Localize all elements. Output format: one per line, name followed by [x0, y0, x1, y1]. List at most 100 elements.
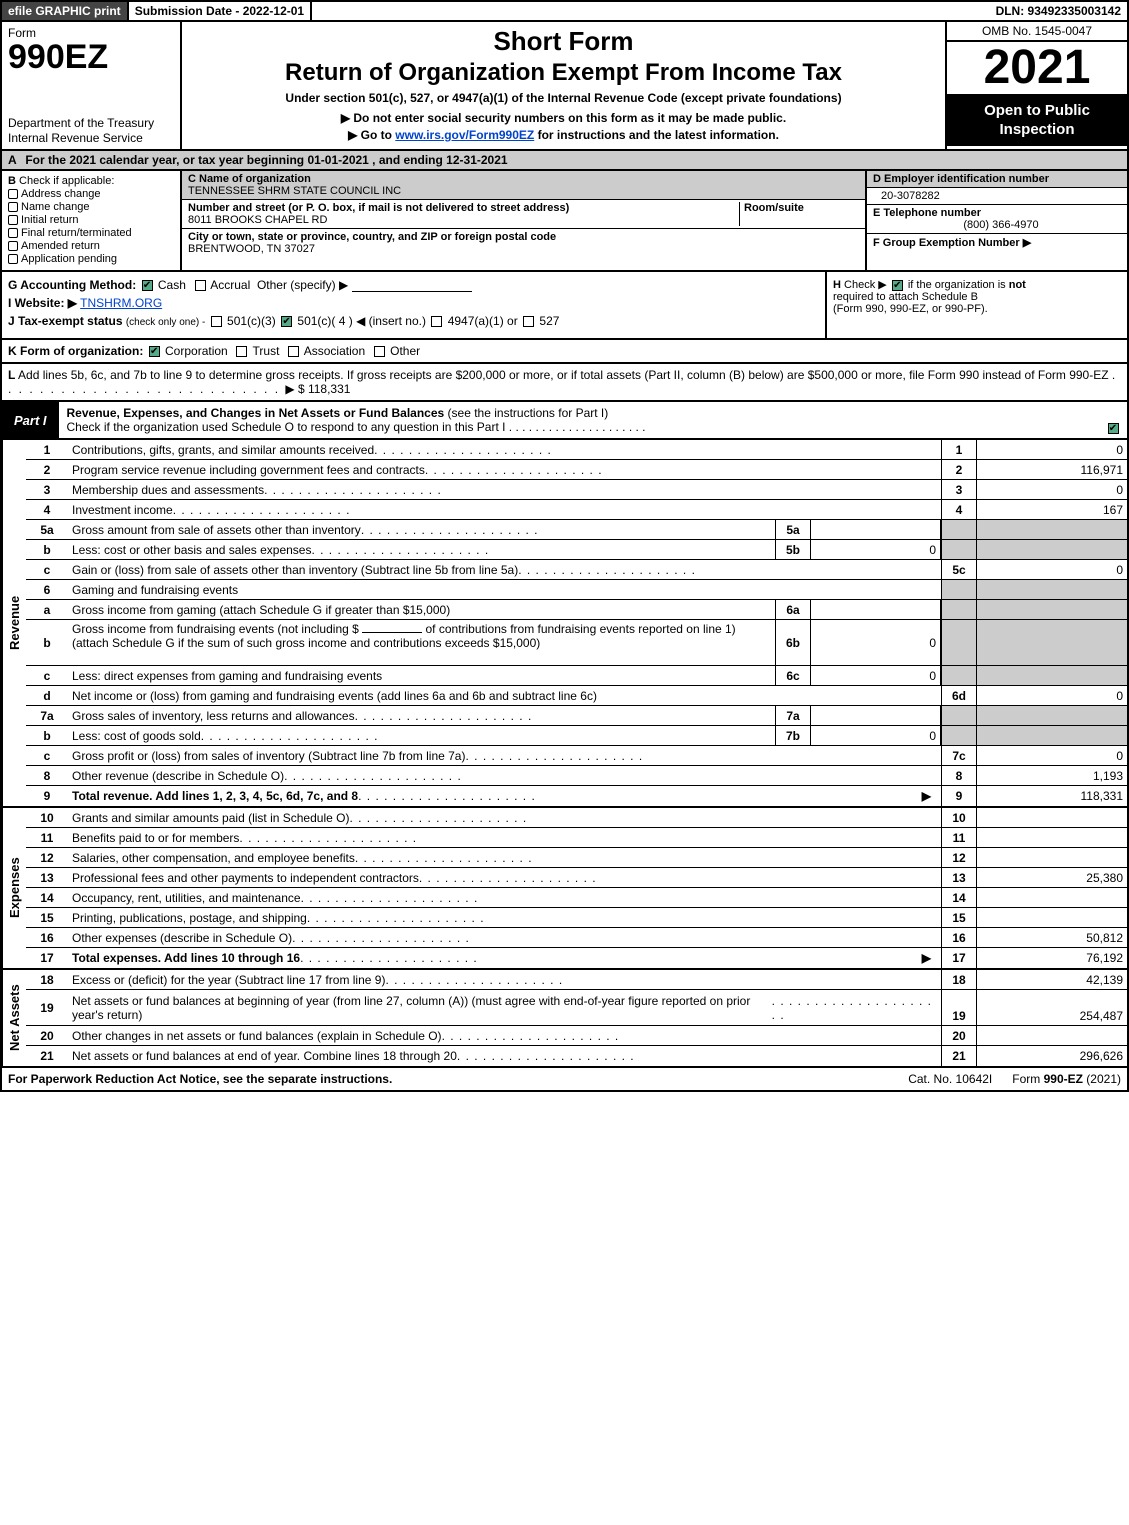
- right-no-shaded: [941, 520, 977, 539]
- line-5c: c Gain or (loss) from sale of assets oth…: [26, 560, 1127, 580]
- footer-form-post: (2021): [1083, 1072, 1121, 1086]
- d-ein-value: 20-3078282: [867, 188, 1127, 205]
- h-text1: Check ▶: [844, 279, 887, 291]
- chk-address-change[interactable]: Address change: [8, 188, 174, 200]
- line-no: c: [26, 746, 68, 765]
- chk-schedule-o[interactable]: ✔: [1108, 423, 1119, 434]
- irs-link[interactable]: www.irs.gov/Form990EZ: [395, 128, 534, 142]
- open-to-public: Open to Public Inspection: [947, 96, 1127, 146]
- chk-501c3[interactable]: [211, 316, 222, 327]
- page-footer: For Paperwork Reduction Act Notice, see …: [0, 1068, 1129, 1092]
- g-tax-exempt: J Tax-exempt status (check only one) - 5…: [8, 314, 819, 328]
- other-specify-input[interactable]: [352, 291, 472, 292]
- line-2: 2 Program service revenue including gove…: [26, 460, 1127, 480]
- right-no: 12: [941, 848, 977, 867]
- sub-val: 0: [811, 620, 941, 665]
- chk-label: Amended return: [21, 240, 100, 252]
- line-desc: Gross amount from sale of assets other t…: [68, 520, 775, 539]
- right-no: 1: [941, 440, 977, 459]
- d-ein-label: D Employer identification number: [867, 171, 1127, 188]
- line-15: 15 Printing, publications, postage, and …: [26, 908, 1127, 928]
- omb-number: OMB No. 1545-0047: [947, 22, 1127, 42]
- chk-schedule-b[interactable]: ✔: [892, 280, 903, 291]
- other-label: Other (specify) ▶: [257, 278, 348, 292]
- chk-501c[interactable]: ✔: [281, 316, 292, 327]
- sub-label: 6c: [775, 666, 811, 685]
- chk-corporation[interactable]: ✔: [149, 346, 160, 357]
- right-no-shaded: [941, 580, 977, 599]
- top-bar-spacer: [312, 2, 989, 20]
- f-group-label: F Group Exemption Number ▶: [873, 237, 1031, 249]
- line-9: 9 Total revenue. Add lines 1, 2, 3, 4, 5…: [26, 786, 1127, 806]
- c-city-row: City or town, state or province, country…: [182, 229, 865, 257]
- chk-initial-return[interactable]: Initial return: [8, 214, 174, 226]
- chk-amended-return[interactable]: Amended return: [8, 240, 174, 252]
- k-other: Other: [390, 344, 420, 358]
- chk-name-change[interactable]: Name change: [8, 201, 174, 213]
- chk-final-return[interactable]: Final return/terminated: [8, 227, 174, 239]
- chk-trust[interactable]: [236, 346, 247, 357]
- d-phone: E Telephone number (800) 366-4970: [867, 205, 1127, 234]
- line-desc: Less: cost or other basis and sales expe…: [68, 540, 775, 559]
- line-5a: 5a Gross amount from sale of assets othe…: [26, 520, 1127, 540]
- line-no: b: [26, 726, 68, 745]
- line-no: 6: [26, 580, 68, 599]
- efile-graphic-print[interactable]: efile GRAPHIC print: [2, 2, 129, 20]
- line-no: 2: [26, 460, 68, 479]
- chk-other[interactable]: [374, 346, 385, 357]
- chk-label: Address change: [21, 188, 101, 200]
- line-6a: a Gross income from gaming (attach Sched…: [26, 600, 1127, 620]
- ein: 20-3078282: [873, 190, 1121, 202]
- checkbox-icon: [8, 241, 18, 251]
- line-desc: Less: cost of goods sold: [68, 726, 775, 745]
- col-h: H Check ▶ ✔ if the organization is not r…: [827, 272, 1127, 338]
- line-desc: Gross profit or (loss) from sales of inv…: [68, 746, 941, 765]
- sub-val: 0: [811, 726, 941, 745]
- sub-val: [811, 706, 941, 725]
- website-link[interactable]: TNSHRM.ORG: [80, 296, 162, 310]
- right-no-shaded: [941, 666, 977, 685]
- line-no: 3: [26, 480, 68, 499]
- line-no: 15: [26, 908, 68, 927]
- footer-form-pre: Form: [1012, 1072, 1043, 1086]
- h-not: not: [1009, 279, 1026, 291]
- b-intro: Check if applicable:: [19, 175, 114, 187]
- part-1-subtitle: (see the instructions for Part I): [448, 406, 609, 420]
- blank-amount[interactable]: [362, 632, 422, 633]
- chk-4947[interactable]: [431, 316, 442, 327]
- e-phone-value: (800) 366-4970: [873, 219, 1121, 231]
- line-desc: Gross income from fundraising events (no…: [68, 620, 775, 665]
- line-8: 8 Other revenue (describe in Schedule O)…: [26, 766, 1127, 786]
- l-label: L: [8, 368, 15, 382]
- chk-accrual[interactable]: [195, 280, 206, 291]
- d-group-exemption: F Group Exemption Number ▶: [867, 234, 1127, 270]
- part-1-check-text: Check if the organization used Schedule …: [67, 420, 506, 434]
- chk-application-pending[interactable]: Application pending: [8, 253, 174, 265]
- c-city-label: City or town, state or province, country…: [188, 231, 859, 243]
- line-7c: c Gross profit or (loss) from sales of i…: [26, 746, 1127, 766]
- line-no: 13: [26, 868, 68, 887]
- right-no: 16: [941, 928, 977, 947]
- right-no: 20: [941, 1026, 977, 1045]
- chk-cash[interactable]: ✔: [142, 280, 153, 291]
- row-a-label: A: [8, 153, 22, 167]
- chk-label: Name change: [21, 201, 90, 213]
- checkbox-icon: [8, 189, 18, 199]
- line-14: 14 Occupancy, rent, utilities, and maint…: [26, 888, 1127, 908]
- chk-527[interactable]: [523, 316, 534, 327]
- right-no: 6d: [941, 686, 977, 705]
- right-val-shaded: [977, 726, 1127, 745]
- col-d: D Employer identification number 20-3078…: [867, 171, 1127, 270]
- line-21: 21 Net assets or fund balances at end of…: [26, 1046, 1127, 1066]
- side-revenue: Revenue: [2, 440, 26, 806]
- line-1: 1 Contributions, gifts, grants, and simi…: [26, 440, 1127, 460]
- right-val: 118,331: [977, 786, 1127, 806]
- line-no: 12: [26, 848, 68, 867]
- right-val: 167: [977, 500, 1127, 519]
- c-street-label: Number and street (or P. O. box, if mail…: [188, 202, 739, 214]
- line-7a: 7a Gross sales of inventory, less return…: [26, 706, 1127, 726]
- chk-association[interactable]: [288, 346, 299, 357]
- side-net-assets: Net Assets: [2, 970, 26, 1066]
- c-name-label: C Name of organization: [188, 173, 859, 185]
- g-label: G Accounting Method:: [8, 278, 136, 292]
